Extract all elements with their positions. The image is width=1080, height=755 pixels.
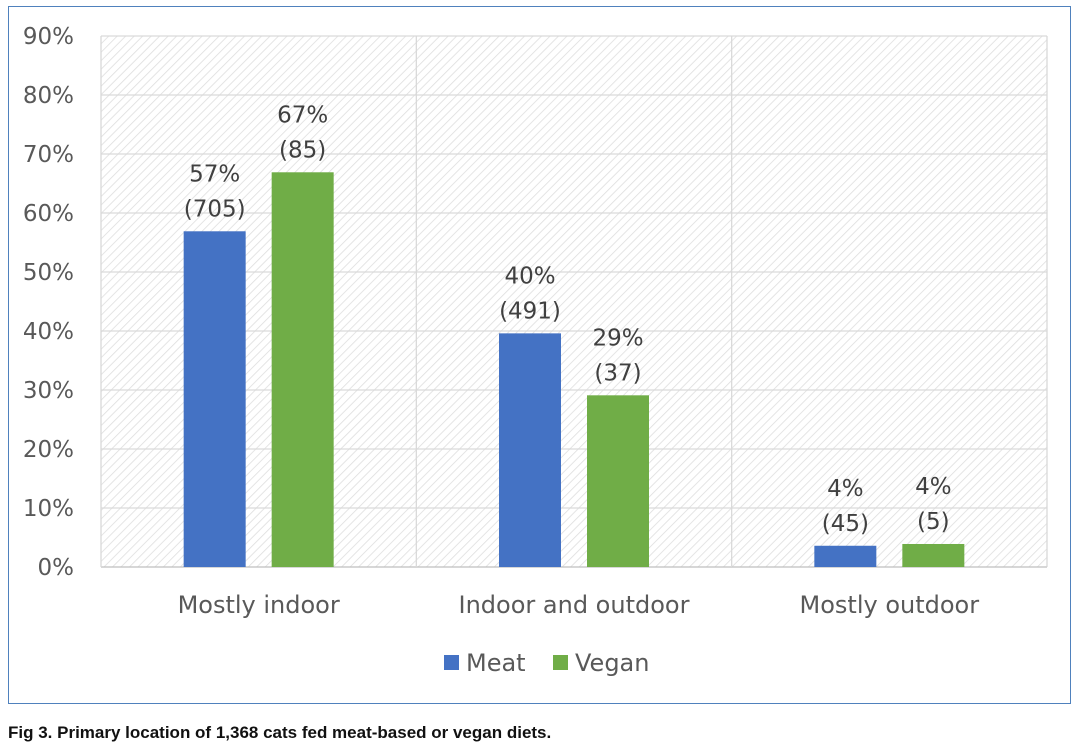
- y-tick-label: 0%: [38, 555, 75, 581]
- bar-vegan: [587, 395, 649, 567]
- x-tick-label: Mostly outdoor: [800, 591, 980, 619]
- bar-meat: [183, 231, 246, 568]
- legend-swatch-vegan: [553, 655, 568, 670]
- y-tick-label: 30%: [23, 378, 74, 404]
- y-tick-label: 90%: [23, 24, 74, 50]
- y-tick-label: 10%: [23, 496, 74, 522]
- data-label-percent: 57%: [189, 161, 240, 187]
- figure-caption: Fig 3. Primary location of 1,368 cats fe…: [8, 723, 552, 742]
- data-label-percent: 40%: [504, 263, 555, 289]
- data-label-count: (491): [499, 298, 561, 324]
- y-tick-label: 70%: [23, 142, 74, 168]
- bar-meat: [499, 333, 561, 567]
- plot-area: [101, 36, 1047, 567]
- x-tick-label: Indoor and outdoor: [459, 591, 690, 619]
- bar-vegan: [271, 172, 334, 568]
- y-tick-label: 50%: [23, 260, 74, 286]
- data-label-count: (705): [184, 196, 246, 222]
- data-label-count: (37): [594, 360, 641, 386]
- legend-swatch-meat: [444, 655, 459, 670]
- legend-label-vegan: Vegan: [575, 649, 649, 677]
- x-tick-label: Mostly indoor: [178, 591, 340, 619]
- bar-vegan: [902, 543, 965, 567]
- data-label-count: (45): [822, 511, 869, 537]
- data-label-count: (5): [917, 509, 950, 535]
- data-label-percent: 4%: [827, 476, 864, 502]
- y-tick-label: 80%: [23, 83, 74, 109]
- bar-chart: 0% 10% 20% 30% 40% 50% 60% 70% 80% 90% 57% (705) 67…: [23, 24, 1048, 677]
- data-label-percent: 67%: [277, 102, 328, 128]
- data-label-count: (85): [279, 137, 326, 163]
- data-label-percent: 29%: [592, 325, 643, 351]
- legend-label-meat: Meat: [466, 649, 526, 677]
- y-tick-label: 40%: [23, 319, 74, 345]
- data-label-percent: 4%: [915, 474, 952, 500]
- bar-meat: [814, 545, 877, 567]
- y-tick-label: 60%: [23, 201, 74, 227]
- y-tick-label: 20%: [23, 437, 74, 463]
